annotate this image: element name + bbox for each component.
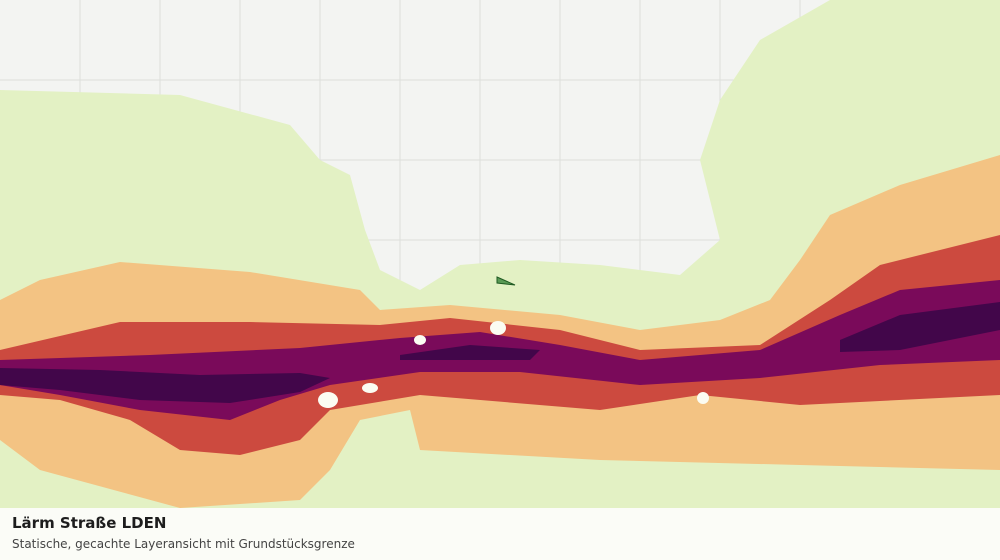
layer-title: Lärm Straße LDEN [12,514,167,532]
legend-footer: Lärm Straße LDEN Statische, gecachte Lay… [0,508,1000,560]
parcel-boundary [496,276,516,286]
buildings [318,321,709,408]
noise-map [0,0,1000,508]
layer-subtitle: Statische, gecachte Layeransicht mit Gru… [12,537,355,551]
noise-zone-dark [0,302,1000,403]
